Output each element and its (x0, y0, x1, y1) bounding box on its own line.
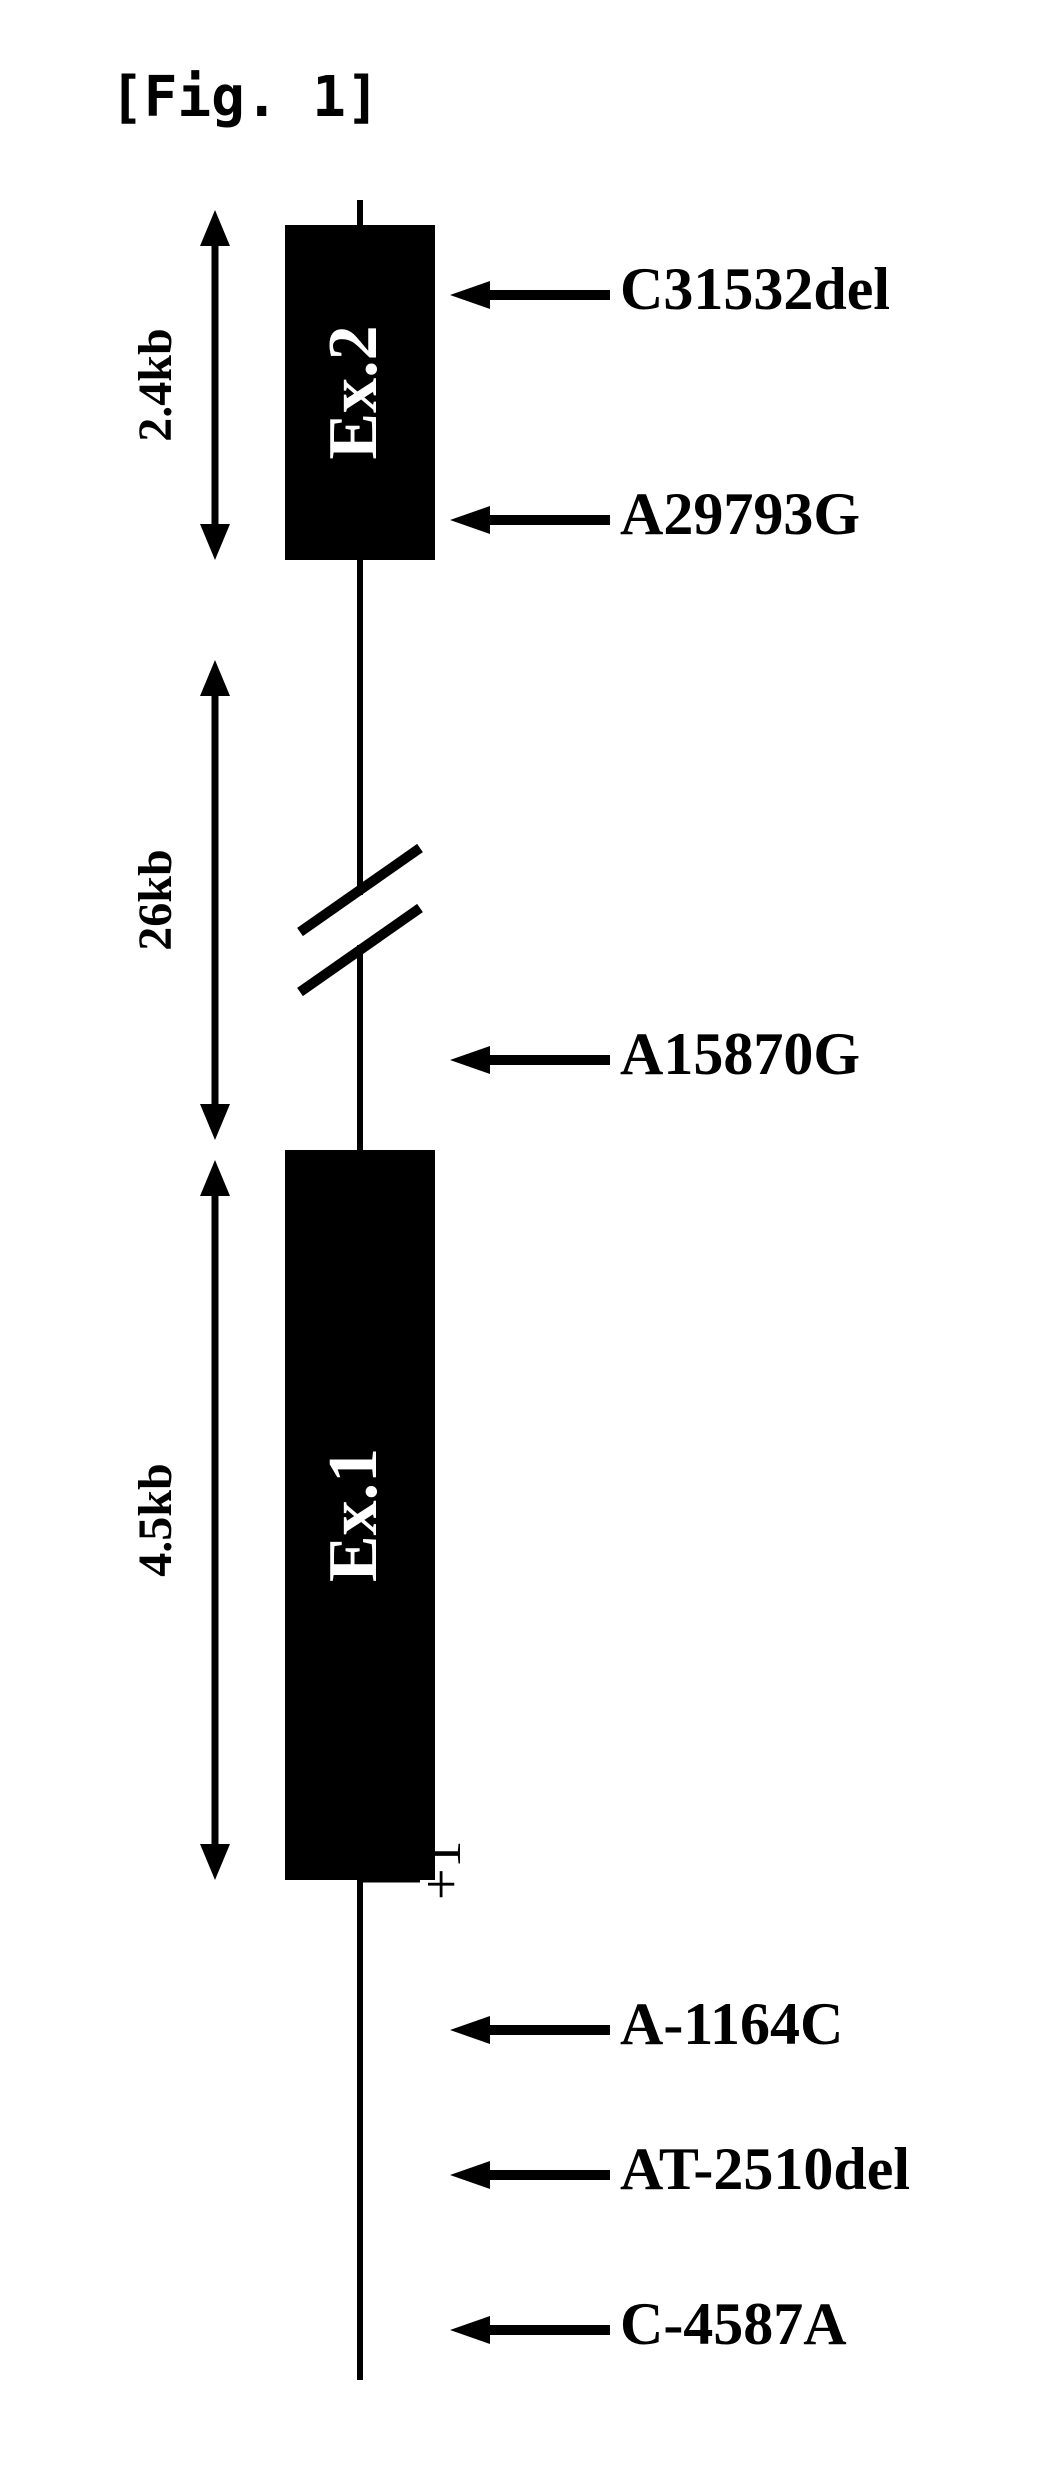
snp-arrow (450, 2161, 610, 2189)
snp-label: A15870G (620, 1021, 860, 1087)
exon-ex1: Ex.1 (285, 1150, 435, 1880)
snp-label: A-1164C (620, 1991, 843, 2057)
scale-bar-label: 26kb (129, 849, 182, 950)
exon-label: Ex.1 (315, 1448, 392, 1582)
snp-arrow (450, 2016, 610, 2044)
snp-label: C-4587A (620, 2291, 847, 2357)
plus1-label: +1 (411, 1840, 473, 1900)
scale-bar (200, 660, 230, 1140)
snp-label: C31532del (620, 256, 890, 322)
scale-bar-label: 2.4kb (129, 328, 182, 441)
scale-bar-label: 4.5kb (129, 1463, 182, 1576)
snp-arrow (450, 1046, 610, 1074)
exon-ex2: Ex.2 (285, 225, 435, 560)
snp-label: A29793G (620, 481, 860, 547)
snp-arrow (450, 506, 610, 534)
exon-label: Ex.2 (315, 325, 392, 459)
gene-diagram: Ex.2 Ex.1 +1 C31532del A29793G A15870G A-1164C… (0, 0, 1041, 2482)
scale-bar (200, 1160, 230, 1880)
snp-label: AT-2510del (620, 2136, 910, 2202)
snp-arrow (450, 281, 610, 309)
scale-bar (200, 210, 230, 560)
snp-arrow (450, 2316, 610, 2344)
figure-title: [Fig. 1] (110, 65, 380, 130)
